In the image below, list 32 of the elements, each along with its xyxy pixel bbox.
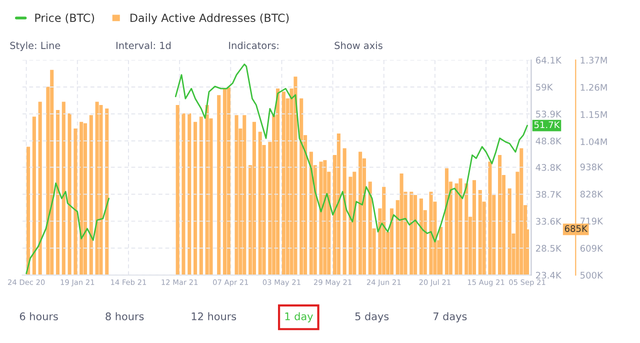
y-tick-label: 64.1K [536,56,562,64]
y-tick-label: 53.9K [536,110,562,118]
y-tick-label: 33.6K [536,218,562,225]
text: Interval: 1d [116,42,171,50]
y-tick-label: 43.8K [536,164,562,171]
y2-tick-label: 1.26M [580,84,607,91]
y-tick-label: 48.8K [536,138,562,144]
text: Show axis [334,42,382,50]
y-tick-label: 59K [536,84,553,91]
text: 685K [564,225,588,232]
text: 12 hours [192,312,236,320]
text: 8 hours [106,312,144,320]
text: 1 day [285,312,313,322]
y2-tick-label: 719K [580,218,604,225]
text: 6 hours [20,312,58,320]
text: 7 days [433,312,467,322]
y2-tick-label: 1.04M [580,138,607,146]
text: 5 days [355,312,389,322]
y-tick-label: 38.7K [536,190,562,198]
y2-tick-label: 500K [580,272,604,279]
y-tick-label: 23.4K [536,272,562,279]
text: 51.7K [534,121,560,128]
text: Style: Line [10,42,60,52]
y-tick-label: 28.5K [536,244,562,252]
y2-tick-label: 1.37M [580,56,607,64]
y2-tick-label: 609K [580,244,604,252]
y2-tick-label: 1.15M [580,111,607,118]
y2-tick-label: 938K [580,164,604,170]
text: Indicators: [229,42,278,50]
y2-tick-label: 828K [580,190,604,198]
legend-label: Price (BTC) [35,13,94,24]
legend-label: Daily Active Addresses (BTC) [130,13,289,24]
